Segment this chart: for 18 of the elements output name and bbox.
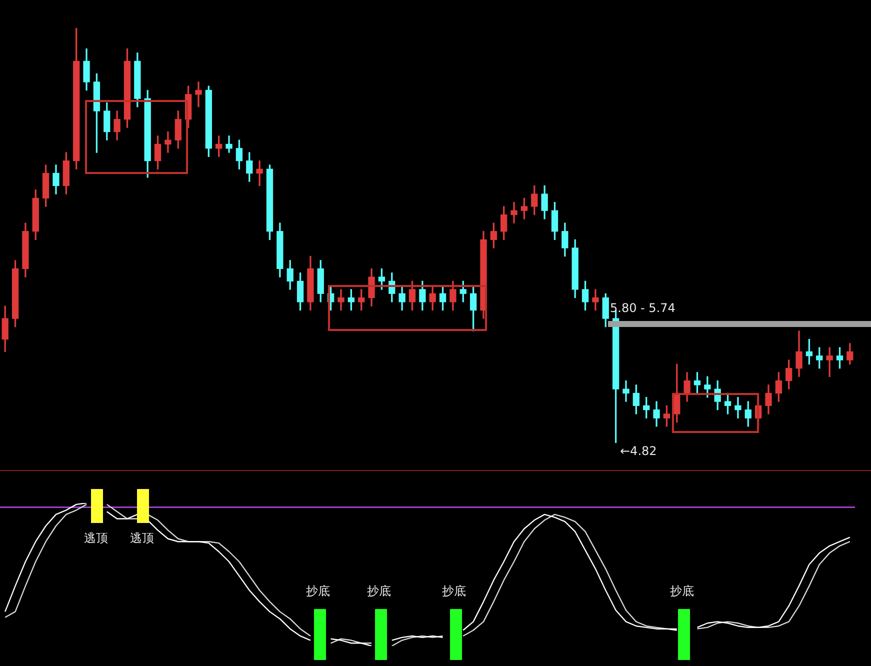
candlestick bbox=[826, 347, 833, 377]
candlestick bbox=[592, 289, 599, 311]
candlestick bbox=[734, 397, 742, 418]
annotation: 逃顶 bbox=[130, 531, 154, 545]
annotation: 逃顶 bbox=[84, 531, 108, 545]
text: ←4.82 bbox=[620, 444, 657, 458]
candlestick bbox=[226, 136, 232, 153]
candlestick bbox=[164, 131, 172, 153]
annotation: 抄底 bbox=[442, 584, 466, 598]
annotation: 抄底 bbox=[367, 584, 391, 598]
candlestick bbox=[622, 380, 630, 402]
annotation: 抄底 bbox=[670, 584, 694, 598]
candlestick bbox=[195, 82, 202, 108]
candlestick bbox=[510, 202, 518, 224]
candlestick bbox=[256, 160, 263, 186]
annotation: 抄底 bbox=[306, 584, 330, 598]
candlestick bbox=[338, 289, 344, 311]
annotation: 5.80 - 5.74 bbox=[610, 301, 676, 315]
